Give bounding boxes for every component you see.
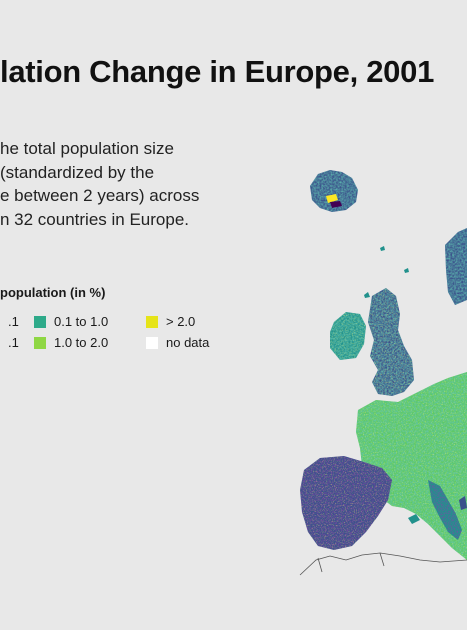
great-britain-region: [368, 288, 414, 396]
legend-label: 0.1 to 1.0: [54, 314, 109, 329]
legend-swatch: [146, 315, 158, 328]
legend-label: 1.0 to 2.0: [54, 335, 109, 350]
legend-item: .1: [0, 314, 19, 329]
legend-label: .1: [8, 335, 19, 350]
legend-title: population (in %): [0, 285, 106, 300]
africa-border-lines: [299, 552, 467, 576]
italy-region: [428, 480, 462, 540]
legend-swatch: [34, 315, 46, 328]
subtitle-line: n 32 countries in Europe.: [0, 209, 190, 229]
legend-label: .1: [8, 314, 19, 329]
legend-item: .1: [0, 335, 19, 350]
islands-region: [364, 246, 467, 524]
legend-swatch: [34, 336, 46, 349]
iceland-region: [310, 170, 358, 212]
subtitle-line: e between 2 years) across: [0, 186, 200, 205]
map-title: lation Change in Europe, 2001: [0, 54, 435, 89]
legend-swatch: [146, 336, 158, 349]
legend-label: no data: [166, 335, 210, 350]
subtitle-line: he total population size: [0, 139, 174, 158]
legend-label: > 2.0: [166, 314, 196, 329]
subtitle-line: (standardized by the: [0, 162, 155, 182]
legend-item: 0.1 to 1.0: [34, 314, 108, 329]
scandinavia-region: [445, 228, 467, 305]
ireland-region: [330, 312, 366, 360]
legend-item: no data: [146, 335, 209, 350]
legend-item: > 2.0: [146, 314, 195, 329]
europe-map-svg: [299, 170, 467, 576]
map-subtitle: he total population size (standardized b…: [0, 137, 230, 231]
legend-item: 1.0 to 2.0: [34, 335, 108, 350]
europe-map: [290, 130, 467, 590]
iberia-region: [300, 456, 392, 550]
